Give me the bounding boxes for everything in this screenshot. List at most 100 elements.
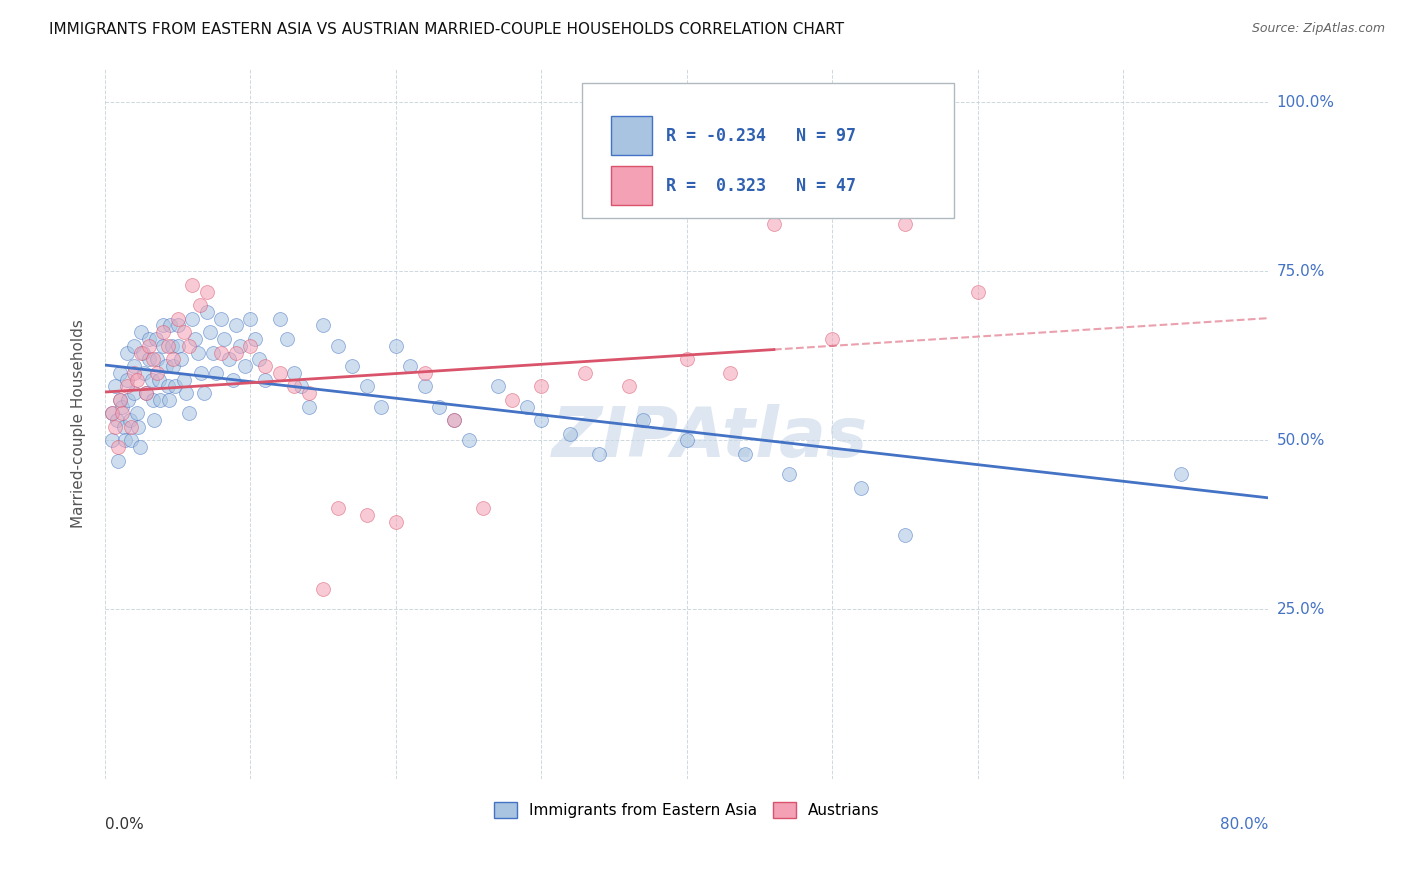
Point — [253, 373, 276, 387]
Point — [530, 413, 553, 427]
Point — [413, 366, 436, 380]
Point — [209, 345, 232, 359]
Point — [283, 379, 305, 393]
Point — [159, 318, 181, 333]
Point — [108, 366, 131, 380]
Point — [734, 447, 756, 461]
Point — [125, 406, 148, 420]
Point — [112, 420, 135, 434]
Point — [247, 352, 270, 367]
Point — [138, 332, 160, 346]
Point — [516, 400, 538, 414]
Text: Source: ZipAtlas.com: Source: ZipAtlas.com — [1251, 22, 1385, 36]
Point — [778, 467, 800, 482]
Point — [122, 386, 145, 401]
Point — [152, 325, 174, 339]
Point — [218, 352, 240, 367]
Text: 100.0%: 100.0% — [1277, 95, 1334, 110]
Point — [201, 345, 224, 359]
Point — [143, 413, 166, 427]
Point — [122, 366, 145, 380]
Point — [138, 352, 160, 367]
Point — [118, 413, 141, 427]
Point — [135, 386, 157, 401]
Point — [173, 325, 195, 339]
Point — [276, 332, 298, 346]
Point — [326, 339, 349, 353]
Point — [239, 311, 262, 326]
Point — [675, 352, 697, 367]
Point — [155, 359, 177, 373]
Point — [574, 366, 596, 380]
Point — [193, 386, 215, 401]
Point — [104, 420, 127, 434]
Point — [108, 392, 131, 407]
Point — [128, 440, 150, 454]
Point — [122, 359, 145, 373]
Point — [385, 515, 408, 529]
Text: 25.0%: 25.0% — [1277, 602, 1324, 617]
Point — [157, 392, 180, 407]
Point — [120, 434, 142, 448]
Point — [443, 413, 465, 427]
Point — [146, 366, 169, 380]
Point — [821, 332, 844, 346]
Point — [127, 420, 149, 434]
Point — [283, 366, 305, 380]
Point — [399, 359, 422, 373]
Point — [342, 359, 364, 373]
Point — [429, 400, 451, 414]
Point — [385, 339, 408, 353]
Point — [198, 325, 221, 339]
Point — [588, 447, 610, 461]
Y-axis label: Married-couple Households: Married-couple Households — [72, 319, 86, 528]
Point — [101, 434, 124, 448]
Point — [894, 528, 917, 542]
Point — [115, 345, 138, 359]
Point — [472, 501, 495, 516]
Point — [122, 339, 145, 353]
Point — [105, 413, 128, 427]
Point — [134, 366, 156, 380]
Point — [212, 332, 235, 346]
Point — [166, 318, 188, 333]
Point — [204, 366, 226, 380]
Point — [132, 345, 155, 359]
Point — [156, 339, 179, 353]
Point — [162, 352, 184, 367]
Point — [142, 392, 165, 407]
Point — [108, 392, 131, 407]
Point — [762, 217, 785, 231]
Point — [107, 453, 129, 467]
Point — [135, 386, 157, 401]
Point — [111, 406, 134, 420]
Point — [290, 379, 312, 393]
Point — [486, 379, 509, 393]
Point — [125, 373, 148, 387]
Point — [617, 379, 640, 393]
Point — [101, 406, 124, 420]
Point — [222, 373, 245, 387]
Point — [179, 339, 201, 353]
FancyBboxPatch shape — [612, 166, 652, 205]
Point — [149, 392, 172, 407]
Point — [156, 379, 179, 393]
Point — [443, 413, 465, 427]
Point — [1170, 467, 1192, 482]
Point — [120, 420, 142, 434]
Point — [297, 400, 319, 414]
Point — [195, 305, 218, 319]
Point — [117, 392, 139, 407]
Point — [312, 318, 335, 333]
Point — [631, 413, 654, 427]
Point — [269, 311, 291, 326]
Point — [169, 352, 191, 367]
Point — [181, 311, 204, 326]
Point — [370, 400, 392, 414]
Text: 0.0%: 0.0% — [105, 817, 143, 832]
Text: ZIPAtlas: ZIPAtlas — [551, 404, 868, 471]
Text: R = -0.234   N = 97: R = -0.234 N = 97 — [666, 127, 856, 145]
Point — [181, 277, 204, 292]
Point — [675, 434, 697, 448]
Point — [101, 406, 124, 420]
